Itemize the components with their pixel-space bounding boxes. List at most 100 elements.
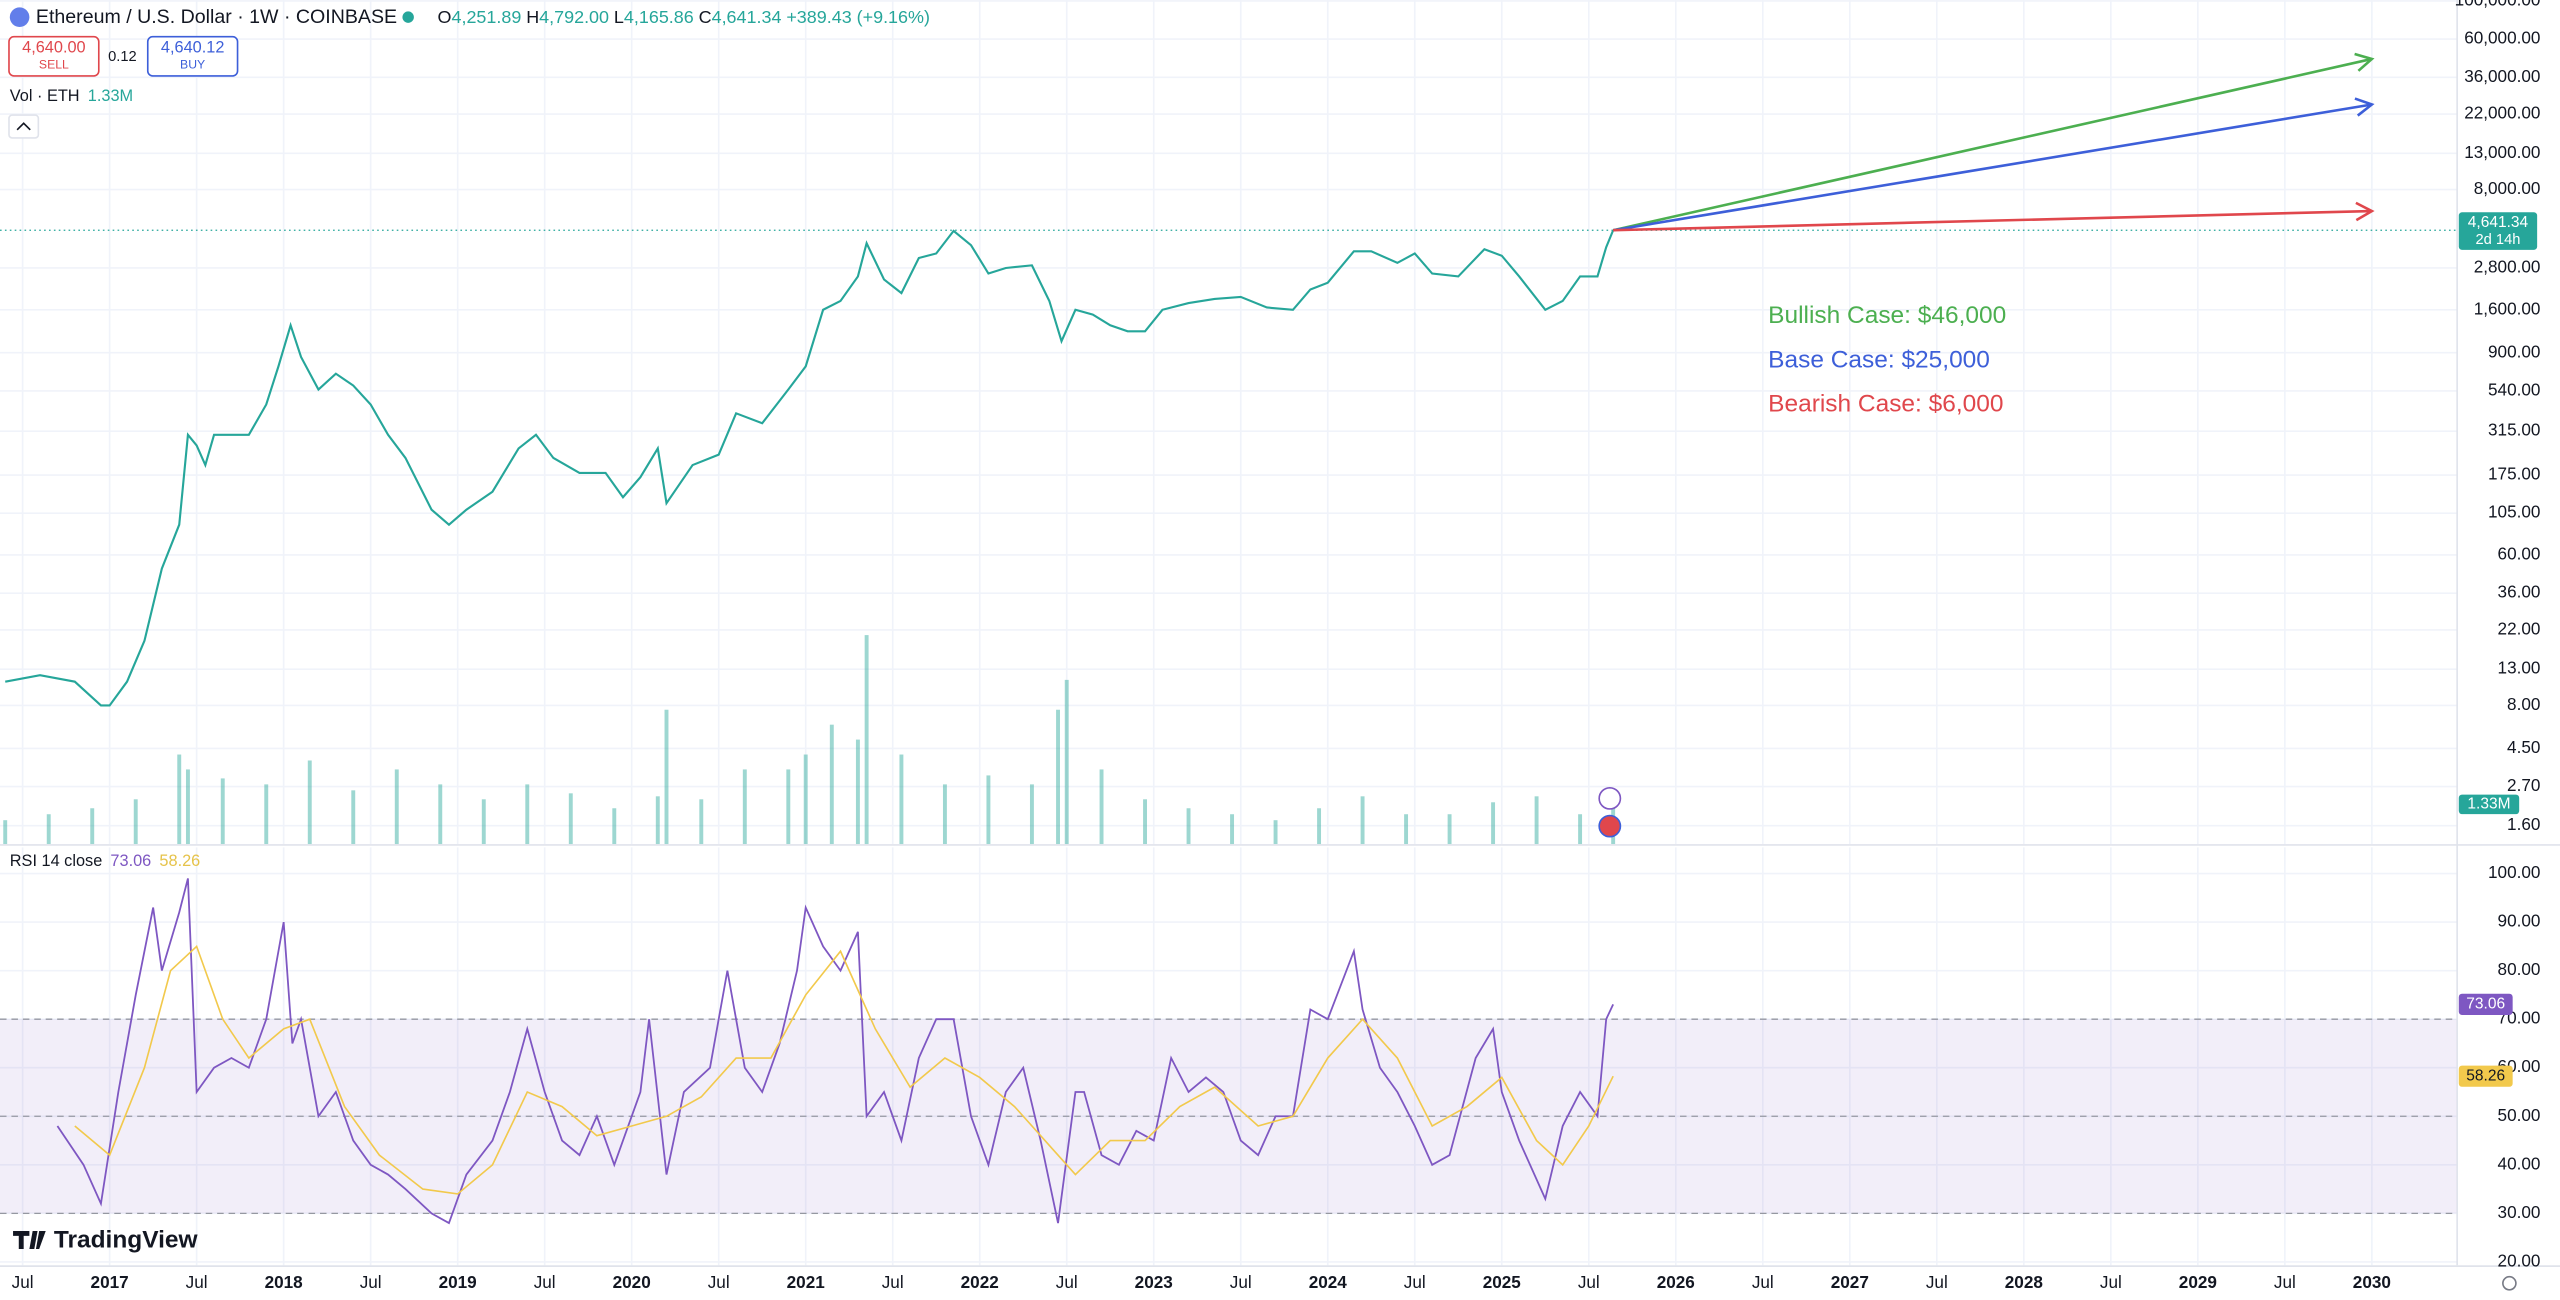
rsi-tag-value: 58.26	[2466, 1067, 2505, 1084]
volume-bar	[46, 814, 51, 845]
x-tick-label: 2030	[2353, 1272, 2391, 1292]
volume-bar	[786, 769, 791, 845]
x-tick-label: Jul	[2100, 1272, 2122, 1292]
buy-button[interactable]	[146, 35, 239, 77]
volume-legend: Vol · ETH 1.33M	[10, 87, 133, 105]
x-tick-label: 2024	[1309, 1272, 1348, 1292]
eth-icon	[9, 7, 30, 27]
collapse-icon	[16, 122, 31, 131]
x-tick-label: Jul	[708, 1272, 730, 1292]
y-tick-label: 2.70	[2507, 775, 2540, 795]
axes: Jul 2017 Jul 2018 Jul 2019 Jul 2020 Jul 2021 Jul 20…	[12, 0, 2541, 1292]
y-tick-label: 50.00	[2498, 1105, 2541, 1125]
volume-bar	[1064, 679, 1069, 845]
forecast-annotation: Base Case: $25,000	[1768, 346, 1990, 373]
ohlc-key: L	[614, 7, 624, 27]
volume-bar	[899, 754, 904, 845]
volume-bar	[1230, 814, 1235, 845]
y-tick-label: 90.00	[2498, 911, 2541, 931]
y-tick-label: 8,000.00	[2474, 178, 2541, 198]
y-tick-label: 315.00	[2488, 420, 2540, 440]
x-tick-label: Jul	[882, 1272, 904, 1292]
x-tick-label: Jul	[12, 1272, 34, 1292]
volume-label: Vol · ETH	[10, 87, 80, 105]
x-tick-label: 2027	[1831, 1272, 1869, 1292]
y-tick-label: 105.00	[2488, 502, 2540, 522]
x-tick-label: 2025	[1483, 1272, 1522, 1292]
x-tick-label: 2023	[1135, 1272, 1173, 1292]
settings-icon[interactable]	[2502, 1275, 2517, 1291]
volume-bar	[942, 784, 947, 845]
x-tick-label: 2026	[1657, 1272, 1695, 1292]
sell-label: SELL	[39, 58, 69, 72]
symbol-title[interactable]: Ethereum / U.S. Dollar · 1W · COINBASE	[36, 6, 397, 28]
x-tick-label: Jul	[1230, 1272, 1252, 1292]
x-tick-label: Jul	[186, 1272, 208, 1292]
x-tick-label: Jul	[2274, 1272, 2296, 1292]
y-tick-label: 22,000.00	[2464, 103, 2540, 123]
y-tick-label: 1.60	[2507, 814, 2540, 834]
volume-bar	[220, 778, 225, 845]
ohlc-change: +389.43 (+9.16%)	[786, 7, 930, 27]
ohlc-value: 4,641.34	[712, 7, 782, 27]
volume-value: 1.33M	[88, 87, 133, 105]
volume-bar	[1317, 808, 1322, 845]
y-tick-label: 4.50	[2507, 737, 2540, 757]
sell-price: 4,640.00	[22, 38, 85, 56]
volume-bar	[742, 769, 747, 845]
volume-bar	[264, 784, 269, 845]
rsi-value: 73.06	[110, 852, 151, 870]
x-tick-label: Jul	[534, 1272, 556, 1292]
event-icon[interactable]	[1598, 786, 1622, 810]
sell-button[interactable]	[8, 35, 100, 77]
volume-bar	[1534, 796, 1539, 845]
y-tick-label: 22.00	[2498, 618, 2541, 638]
volume-bar	[655, 796, 660, 845]
volume-tag	[2458, 794, 2520, 815]
forecast-annotation: Bearish Case: $6,000	[1768, 390, 2003, 417]
ohlc-value: 4,165.86	[624, 7, 694, 27]
x-tick-label: Jul	[360, 1272, 382, 1292]
price-tag	[2458, 212, 2538, 250]
volume-bar	[664, 709, 669, 845]
x-tick-label: Jul	[1578, 1272, 1600, 1292]
y-tick-label: 20.00	[2498, 1250, 2541, 1270]
forecast-line	[1612, 57, 2373, 232]
volume-bar	[1056, 709, 1060, 845]
y-tick-label: 900.00	[2488, 341, 2540, 361]
grid	[0, 0, 2458, 1266]
rsi-tag	[2458, 993, 2513, 1015]
volume-bar	[1578, 814, 1583, 845]
y-tick-label: 36.00	[2498, 582, 2541, 602]
y-tick-label: 40.00	[2498, 1153, 2541, 1173]
forecast-annotation: Bullish Case: $46,000	[1768, 302, 2006, 329]
plot: Bullish Case: $46,000 Base Case: $25,000 B…	[3, 52, 2375, 1225]
volume-bar	[1404, 814, 1409, 845]
volume-bar	[803, 754, 808, 845]
buy-price: 4,640.12	[161, 38, 225, 56]
y-tick-label: 100.00	[2488, 862, 2540, 882]
y-tick-label: 8.00	[2507, 694, 2540, 714]
y-tick-label: 100,000.00	[2455, 0, 2541, 9]
x-tick-label: 2021	[787, 1272, 826, 1292]
ohlc-value: 4,792.00	[539, 7, 609, 27]
volume-bar	[699, 799, 704, 845]
ohlc-key: H	[526, 7, 539, 27]
volume-bar	[3, 820, 8, 845]
volume-bar	[438, 784, 443, 845]
volume-bar	[525, 784, 530, 845]
rsi-line	[56, 878, 1614, 1225]
x-tick-label: 2017	[91, 1272, 129, 1292]
y-tick-label: 60,000.00	[2464, 28, 2540, 48]
economic-event-icon[interactable]	[1598, 814, 1622, 838]
volume-bar	[568, 793, 573, 845]
y-tick-label: 540.00	[2488, 379, 2540, 399]
buy-label: BUY	[180, 58, 205, 72]
volume-bar	[177, 754, 182, 845]
volume-bar	[612, 808, 617, 845]
brand-name: TradingView	[54, 1226, 199, 1253]
brand-mark	[13, 1231, 46, 1249]
collapse-button[interactable]	[8, 114, 40, 139]
volume-bar	[133, 799, 138, 845]
